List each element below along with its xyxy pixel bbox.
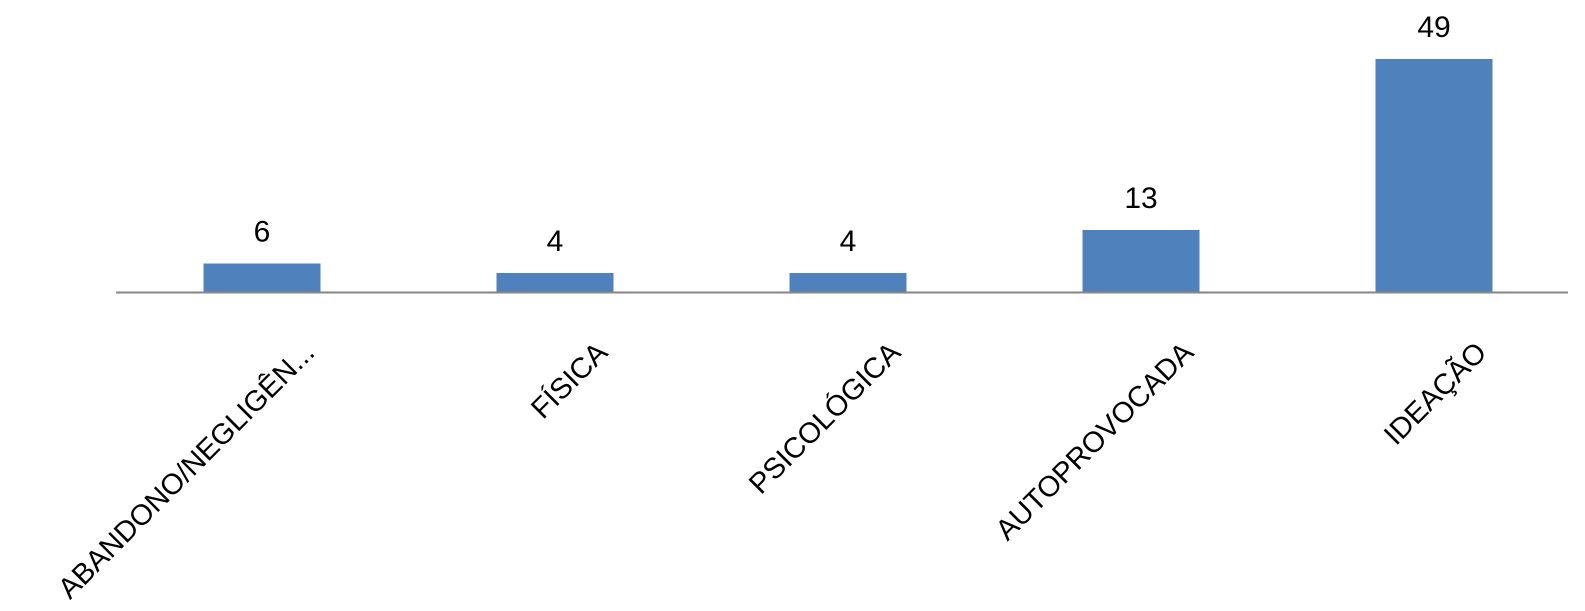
category-label-2: FÍSICA xyxy=(525,335,615,425)
data-label-2: 4 xyxy=(547,225,564,258)
category-label-1: ABANDONO/NEGLIGÊN... xyxy=(52,336,321,605)
category-label-4: AUTOPROVOCADA xyxy=(990,336,1201,547)
data-label-5: 49 xyxy=(1417,11,1450,44)
category-labels-layer: ABANDONO/NEGLIGÊN... FÍSICA PSICOLÓGICA AUT… xyxy=(52,335,1493,605)
bar-4 xyxy=(1082,230,1200,292)
value-labels-layer: 6 4 4 13 49 xyxy=(254,11,1451,258)
bar-3 xyxy=(789,272,907,292)
bar-5 xyxy=(1375,59,1493,292)
bar-1 xyxy=(203,263,321,292)
data-label-4: 13 xyxy=(1124,182,1157,215)
category-label-3: PSICOLÓGICA xyxy=(742,335,907,500)
bar-2 xyxy=(496,272,614,292)
category-label-5: IDEAÇÃO xyxy=(1377,335,1493,451)
data-label-3: 4 xyxy=(840,225,857,258)
data-label-1: 6 xyxy=(254,215,271,248)
bars-layer xyxy=(203,59,1493,292)
